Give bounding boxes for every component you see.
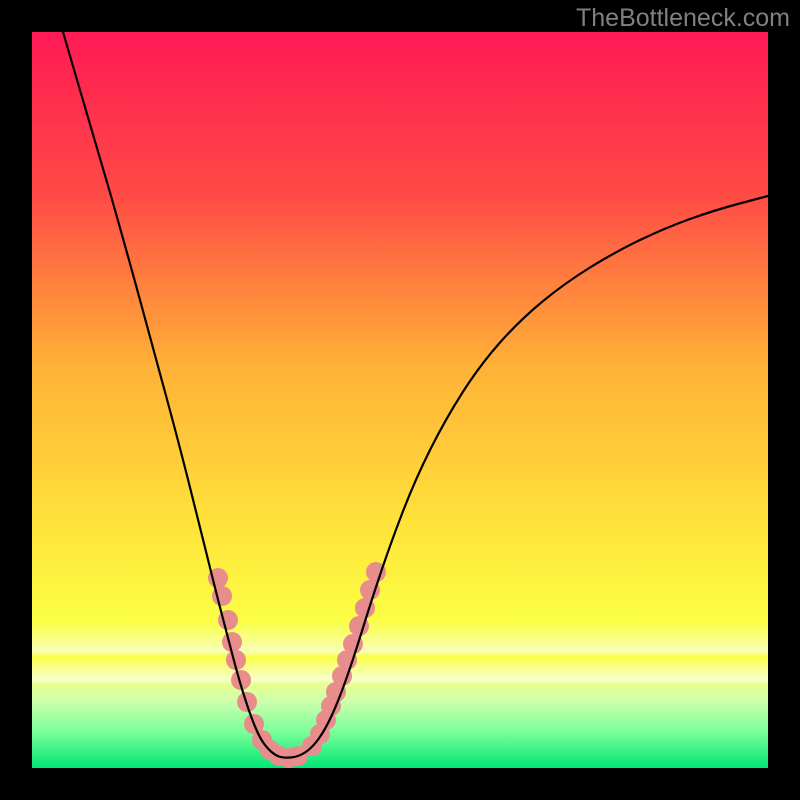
chart-svg xyxy=(0,0,800,800)
chart-container: TheBottleneck.com xyxy=(0,0,800,800)
gradient-background xyxy=(32,32,768,768)
watermark-text: TheBottleneck.com xyxy=(576,4,790,33)
